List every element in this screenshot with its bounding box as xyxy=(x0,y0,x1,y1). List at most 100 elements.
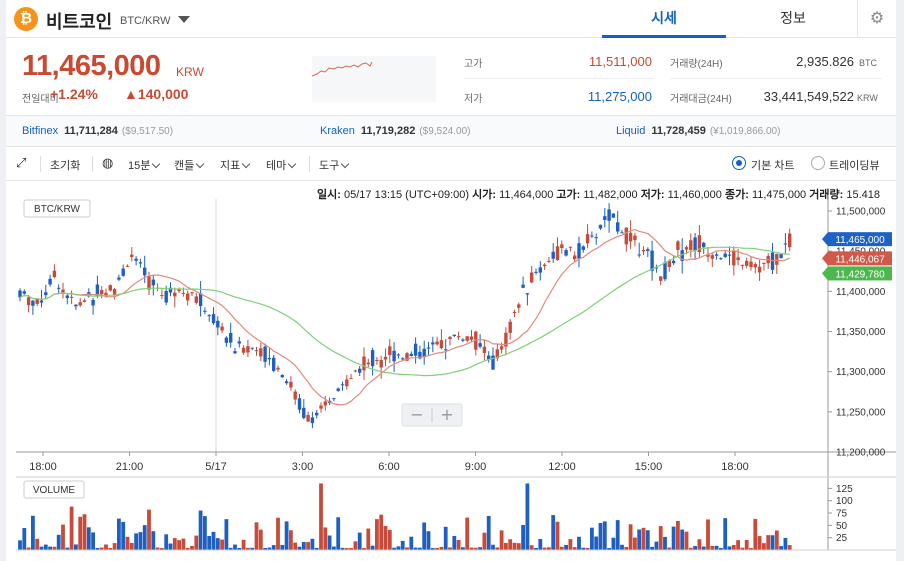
candle-body xyxy=(233,351,237,354)
basic-chart-label[interactable]: 기본 차트 xyxy=(751,160,795,172)
candle-body xyxy=(276,367,280,370)
volume-bar xyxy=(400,540,405,550)
date-value: 05/17 13:15 (UTC+09:00) xyxy=(344,189,470,201)
exchange-prices: Bitfinex 11,711,284 ($9,517.50) Kraken 11,7… xyxy=(6,116,896,147)
volume-bar xyxy=(615,520,620,550)
volume-bar xyxy=(637,529,642,550)
gear-icon[interactable]: ⚙ xyxy=(857,0,896,38)
volume-bar xyxy=(465,517,470,550)
candle-body xyxy=(560,244,564,248)
indicator-select[interactable]: 지표 xyxy=(220,157,251,173)
coin-name[interactable]: 비트코인 xyxy=(46,12,113,32)
volume-bar xyxy=(297,546,302,550)
candle-body xyxy=(207,315,211,317)
candle-body xyxy=(125,265,130,267)
candle-body xyxy=(487,355,491,360)
volume-legend: VOLUME xyxy=(33,485,76,496)
exchange-kraken[interactable]: Kraken 11,719,282 ($9,524.00) xyxy=(320,125,470,137)
candle-body xyxy=(757,266,762,273)
coin-pair[interactable]: BTC/KRW xyxy=(120,15,171,27)
reset-button[interactable]: 초기화 xyxy=(50,160,81,172)
candle-body xyxy=(379,360,383,368)
exchange-liquid[interactable]: Liquid 11,728,459 (¥1,019,866.00) xyxy=(616,125,780,137)
candle-body xyxy=(259,348,263,357)
globe-icon[interactable]: ◍ xyxy=(102,155,114,170)
current-price: 11,465,000 xyxy=(22,50,161,82)
volume-bar xyxy=(512,542,517,550)
candle-body xyxy=(297,398,302,410)
candle-body xyxy=(224,337,229,343)
volume-bar xyxy=(203,516,207,550)
candle-body xyxy=(783,243,788,245)
volume-bar xyxy=(461,547,465,550)
y-tick-label: 11,500,000 xyxy=(836,207,886,218)
volume-bar xyxy=(757,536,762,550)
candle-body xyxy=(383,356,388,360)
tab-info[interactable]: 정보 xyxy=(780,10,806,26)
volume-bar xyxy=(405,547,409,550)
candle-body xyxy=(388,346,392,356)
candle-body xyxy=(547,260,551,262)
zoom-in-button[interactable]: + xyxy=(440,405,453,424)
volume-bar xyxy=(181,538,186,550)
tools-select[interactable]: 도구 xyxy=(319,157,350,173)
candle-body xyxy=(353,370,358,372)
candle-body xyxy=(396,354,401,356)
volume-bar xyxy=(267,547,272,550)
candle-body xyxy=(667,260,671,268)
candle-body xyxy=(190,292,194,294)
candle-body xyxy=(203,310,207,312)
volume-bar xyxy=(198,510,203,550)
theme-label: 테마 xyxy=(266,160,287,172)
tab-market[interactable]: 시세 xyxy=(602,0,726,38)
candle-body xyxy=(35,299,39,304)
candle-body xyxy=(727,254,732,256)
exchange-price: 11,728,459 xyxy=(651,125,706,137)
y-tick-label: 11,300,000 xyxy=(836,367,886,378)
volume-bar xyxy=(375,519,379,550)
volume-bar xyxy=(706,519,710,550)
price-unit: KRW xyxy=(176,65,204,79)
tradingview-label[interactable]: 트레이딩뷰 xyxy=(829,160,880,172)
volume-bar xyxy=(293,542,298,550)
candle-body xyxy=(431,342,435,345)
volume-bar xyxy=(160,548,164,550)
volume-bar xyxy=(534,547,538,550)
exchange-bitfinex[interactable]: Bitfinex 11,711,284 ($9,517.50) xyxy=(22,125,173,137)
candle-body xyxy=(345,379,349,387)
zoom-out-button[interactable]: − xyxy=(410,405,423,424)
tools-label: 도구 xyxy=(319,160,340,172)
volume-bar xyxy=(650,546,654,550)
price-badge-pointer xyxy=(822,266,828,281)
candle-body xyxy=(332,398,336,400)
volume-bar xyxy=(190,545,194,550)
change-rate: +1.24% xyxy=(50,86,98,102)
interval-select[interactable]: 15분 xyxy=(128,157,161,173)
candle-select[interactable]: 캔들 xyxy=(174,157,205,173)
candle-body xyxy=(302,407,306,419)
high-label: 고가 xyxy=(464,59,483,70)
close-label: 종가: xyxy=(724,189,749,201)
volume-bar xyxy=(783,537,788,550)
volume-bar xyxy=(413,547,418,550)
candle-body xyxy=(134,258,138,261)
chevron-down-icon xyxy=(288,159,297,169)
volume-bar xyxy=(620,544,624,550)
candlestick-chart[interactable]: 11,500,00011,450,00011,400,00011,350,000… xyxy=(6,181,896,561)
candle-body xyxy=(736,257,740,261)
theme-select[interactable]: 테마 xyxy=(266,157,297,173)
candle-body xyxy=(465,336,469,341)
chart-area[interactable]: 일시: 05/17 13:15 (UTC+09:00) 시가: 11,464,0… xyxy=(6,181,896,561)
candle-body xyxy=(620,232,624,234)
tradingview-radio[interactable] xyxy=(811,156,825,170)
expand-icon[interactable]: ⤢ xyxy=(16,155,27,170)
volume-bar xyxy=(104,544,108,550)
basic-chart-radio[interactable] xyxy=(732,156,746,170)
candle-body xyxy=(598,224,603,229)
volume-bar xyxy=(301,541,306,550)
chevron-down-icon[interactable] xyxy=(178,16,190,23)
candle-body xyxy=(284,381,289,384)
amount-value: 33,441,549,522 xyxy=(763,89,854,104)
exchange-sub: ($9,524.00) xyxy=(419,126,471,137)
candle-body xyxy=(693,237,697,251)
